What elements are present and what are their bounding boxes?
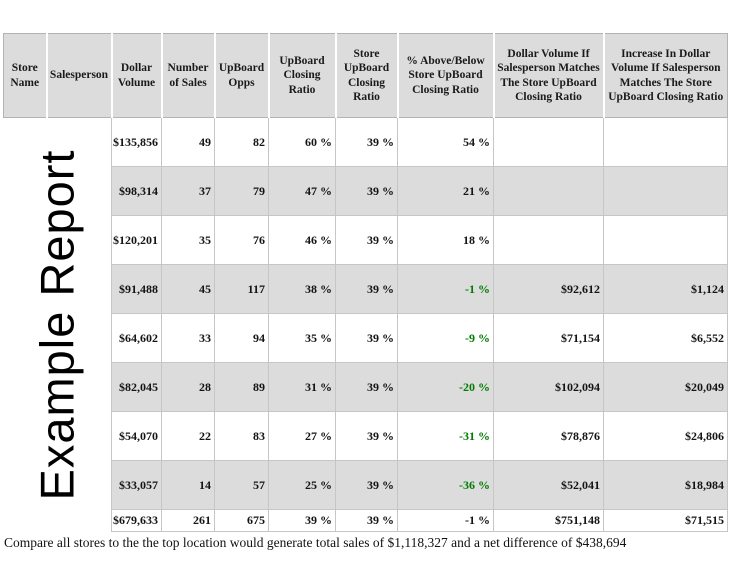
data-cell: 35 %	[268, 313, 336, 363]
column-header: % Above/Below Store UpBoard Closing Rati…	[396, 33, 495, 118]
data-row: $98,314 37 79 47 % 39 % 21 %	[4, 166, 728, 216]
data-cell: 49	[161, 117, 215, 167]
data-cell: 54 %	[397, 117, 494, 167]
data-cell: $20,049	[603, 362, 728, 412]
data-cell: -1 %	[397, 264, 494, 314]
data-cell: 39 %	[335, 215, 398, 265]
data-cell: $91,488	[111, 264, 162, 314]
data-cell: $71,154	[493, 313, 604, 363]
footer-note: Compare all stores to the the top locati…	[4, 535, 627, 550]
data-cell: $82,045	[111, 362, 162, 412]
data-cell: 21 %	[397, 166, 494, 216]
data-cell: 35	[161, 215, 215, 265]
total-cell: 261	[161, 509, 215, 532]
data-cell: $24,806	[603, 411, 728, 461]
watermark-cell: Example Report	[3, 117, 112, 532]
column-header: Store UpBoard Closing Ratio	[334, 33, 399, 118]
data-cell: 39 %	[335, 264, 398, 314]
report-page: Store Name Salesperson Dollar Volume Number…	[3, 33, 728, 550]
data-cell: 39 %	[335, 411, 398, 461]
data-row: $64,602 33 94 35 % 39 % -9 % $71,154 $6,552	[4, 313, 728, 363]
data-cell	[493, 166, 604, 216]
header-row: Store Name Salesperson Dollar Volume Number…	[3, 33, 728, 118]
data-cell: -20 %	[397, 362, 494, 412]
total-cell: $751,148	[493, 509, 604, 532]
data-cell: 47 %	[268, 166, 336, 216]
data-cell: 39 %	[335, 460, 398, 510]
data-cell: $6,552	[603, 313, 728, 363]
data-cell: $33,057	[111, 460, 162, 510]
total-cell: $679,633	[111, 509, 162, 532]
data-cell: $1,124	[603, 264, 728, 314]
total-cell: 39 %	[268, 509, 336, 532]
data-cell: -9 %	[397, 313, 494, 363]
data-cell: 39 %	[335, 166, 398, 216]
data-cell: 33	[161, 313, 215, 363]
column-header: UpBoard Opps	[213, 33, 270, 118]
data-cell: $54,070	[111, 411, 162, 461]
data-cell: -36 %	[397, 460, 494, 510]
data-cell: 45	[161, 264, 215, 314]
data-cell: $64,602	[111, 313, 162, 363]
column-header: Increase In Dollar Volume If Salesperson…	[602, 33, 728, 118]
data-cell: $135,856	[111, 117, 162, 167]
data-cell: 18 %	[397, 215, 494, 265]
data-cell	[603, 117, 728, 167]
data-row: $54,070 22 83 27 % 39 % -31 % $78,876 $24,806	[4, 411, 728, 461]
data-cell: $120,201	[111, 215, 162, 265]
data-cell: $92,612	[493, 264, 604, 314]
column-header: Store Name	[3, 33, 48, 118]
data-cell: $98,314	[111, 166, 162, 216]
data-cell: 39 %	[335, 313, 398, 363]
data-cell: 83	[214, 411, 269, 461]
data-cell: 39 %	[335, 362, 398, 412]
data-row: $33,057 14 57 25 % 39 % -36 % $52,041 $18,984	[4, 460, 728, 510]
data-cell: 117	[214, 264, 269, 314]
data-row: $91,488 45 117 38 % 39 % -1 % $92,612 $1,124	[4, 264, 728, 314]
report-table: Store Name Salesperson Dollar Volume Number…	[3, 33, 728, 532]
data-cell: $78,876	[493, 411, 604, 461]
data-cell	[493, 117, 604, 167]
column-header: Number of Sales	[160, 33, 216, 118]
data-row: Example Report $135,856 49 82 60 % 39 % 54 %	[3, 117, 728, 532]
total-cell: $71,515	[603, 509, 728, 532]
data-cell: 28	[161, 362, 215, 412]
column-header: Salesperson	[45, 33, 113, 118]
data-cell: $18,984	[603, 460, 728, 510]
data-cell: 89	[214, 362, 269, 412]
data-cell: 22	[161, 411, 215, 461]
data-cell: 57	[214, 460, 269, 510]
data-cell: 38 %	[268, 264, 336, 314]
data-cell: 94	[214, 313, 269, 363]
data-cell: 46 %	[268, 215, 336, 265]
data-cell: 27 %	[268, 411, 336, 461]
data-cell: 60 %	[268, 117, 336, 167]
data-cell	[603, 215, 728, 265]
column-header: Dollar Volume	[110, 33, 163, 118]
report-watermark: Example Report	[30, 149, 84, 501]
data-cell: 25 %	[268, 460, 336, 510]
column-header: UpBoard Closing Ratio	[267, 33, 337, 118]
data-row: $120,201 35 76 46 % 39 % 18 %	[4, 215, 728, 265]
data-cell: 76	[214, 215, 269, 265]
total-cell: -1 %	[397, 509, 494, 532]
data-cell	[493, 215, 604, 265]
data-cell	[603, 166, 728, 216]
report-header: Store Name Salesperson Dollar Volume Number…	[3, 33, 728, 118]
column-header: Dollar Volume If Salesperson Matches The…	[492, 33, 605, 118]
report-body: Example Report $135,856 49 82 60 % 39 % 54 % $9…	[3, 117, 728, 532]
data-cell: 37	[161, 166, 215, 216]
data-cell: $52,041	[493, 460, 604, 510]
data-cell: 31 %	[268, 362, 336, 412]
data-cell: 82	[214, 117, 269, 167]
data-cell: 39 %	[335, 117, 398, 167]
totals-row: $679,633 261 675 39 % 39 % -1 % $751,148 $71,51…	[4, 509, 728, 532]
total-cell: 39 %	[335, 509, 398, 532]
data-cell: 79	[214, 166, 269, 216]
data-row: $82,045 28 89 31 % 39 % -20 % $102,094 $20,049	[4, 362, 728, 412]
total-cell: 675	[214, 509, 269, 532]
data-cell: 14	[161, 460, 215, 510]
data-cell: $102,094	[493, 362, 604, 412]
data-cell: -31 %	[397, 411, 494, 461]
